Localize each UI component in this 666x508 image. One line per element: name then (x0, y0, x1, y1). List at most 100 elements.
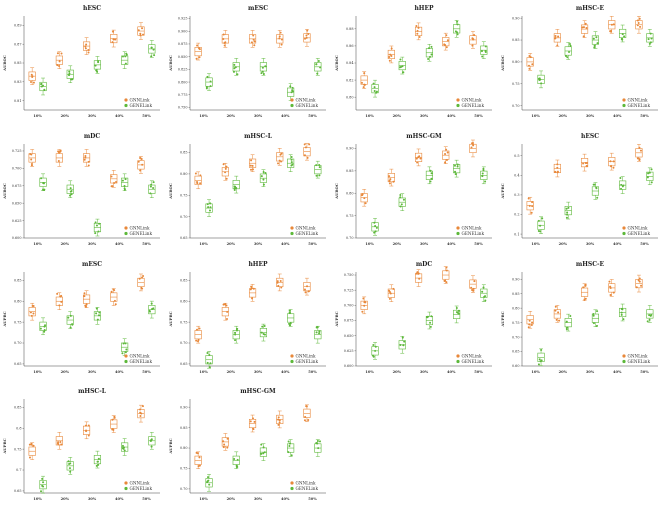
data-point (373, 90, 376, 93)
data-point (206, 361, 209, 364)
y-tick-label: 0.825 (178, 68, 188, 72)
data-point (149, 185, 152, 188)
chart-svg: mHSC-L AUROC 0.85 0.80 0.75 0.70 0.65 10% 20% 30%… (168, 133, 326, 246)
data-point (58, 304, 61, 307)
chart-panel: hESC AUROC 0.89 0.87 0.85 0.83 0.81 10% 20% 30% 40… (2, 2, 164, 122)
data-point (456, 20, 459, 23)
data-point (141, 276, 144, 279)
x-tick-label: 50% (142, 497, 151, 501)
y-tick-label: 0.85 (14, 279, 22, 283)
data-point (114, 303, 117, 306)
y-tick-label: 0.75 (180, 467, 188, 471)
data-point (430, 45, 433, 48)
data-point (454, 170, 457, 173)
data-point (83, 292, 86, 295)
y-tick-label: 0.70 (346, 236, 354, 240)
data-point (94, 221, 97, 224)
data-point (430, 172, 433, 175)
data-point (375, 226, 378, 229)
chart-svg: mHSC-GM AUPRC 0.90 0.85 0.80 0.75 0.70 10% 20% 30… (168, 388, 326, 501)
data-point (222, 303, 225, 306)
data-point (445, 281, 448, 284)
data-point (446, 151, 449, 154)
y-tick-label: 0.875 (178, 42, 188, 46)
data-point (428, 47, 431, 50)
y-tick-label: 0.4 (514, 174, 519, 178)
data-point (454, 30, 457, 33)
data-point (253, 40, 256, 43)
data-point (585, 27, 588, 30)
x-tick-label: 20% (61, 114, 70, 118)
data-point (209, 80, 212, 83)
data-point (139, 32, 142, 35)
chart-svg: mHSC-GM AUROC 0.90 0.85 0.80 0.75 0.70 10% 20% 30… (334, 133, 492, 246)
data-point (444, 152, 447, 155)
y-tick-label: 0.2 (514, 213, 519, 217)
data-point (84, 424, 87, 427)
data-point (235, 187, 238, 190)
data-point (388, 297, 391, 300)
data-point (262, 170, 265, 173)
y-tick-label: 0.80 (180, 299, 188, 303)
y-tick-label: 0.65 (14, 489, 22, 493)
data-point (124, 55, 127, 58)
data-point (650, 37, 653, 40)
data-point (592, 322, 595, 325)
x-tick-label: 20% (227, 497, 236, 501)
data-point (417, 26, 420, 29)
y-tick-label: 0.65 (180, 236, 188, 240)
data-point (278, 421, 281, 424)
chart-svg: hHEP AUPRC 0.85 0.80 0.75 0.70 0.65 10% 20% 30% 40… (168, 261, 326, 374)
chart-panel: mDC AUPRC 0.750 0.725 0.700 0.675 0.650 0.625 0.… (334, 258, 496, 378)
legend-marker (124, 486, 128, 491)
data-point (276, 281, 279, 284)
data-point (251, 417, 254, 420)
data-point (97, 61, 100, 64)
data-point (29, 81, 32, 84)
data-point (142, 33, 145, 36)
legend-marker (622, 98, 626, 102)
data-point (124, 342, 127, 345)
x-tick-label: 30% (254, 370, 263, 374)
data-point (222, 163, 225, 166)
data-point (111, 418, 114, 421)
x-tick-label: 10% (199, 114, 208, 118)
data-point (529, 56, 532, 59)
data-point (399, 66, 402, 69)
data-point (288, 322, 291, 325)
data-point (290, 161, 293, 164)
x-tick-label: 50% (474, 114, 483, 118)
chart-title: hESC (83, 5, 101, 12)
data-point (455, 306, 458, 309)
y-tick-label: 0.65 (180, 362, 188, 366)
data-point (647, 172, 650, 175)
data-point (110, 175, 113, 178)
x-tick-label: 50% (308, 370, 317, 374)
legend-label: GNNLink (296, 97, 316, 102)
data-point (236, 327, 239, 330)
data-point (620, 187, 623, 190)
legend-marker (456, 226, 460, 230)
data-point (372, 355, 375, 358)
data-point (401, 336, 404, 339)
x-tick-label: 40% (281, 370, 290, 374)
data-point (568, 42, 571, 45)
x-tick-label: 40% (281, 114, 290, 118)
data-point (290, 156, 293, 159)
chart-title: mDC (84, 133, 101, 140)
x-tick-label: 40% (447, 114, 456, 118)
chart-svg: mHSC-L AUPRC 0.85 0.8 0.75 0.7 0.65 10% 20% 30% 40… (2, 388, 160, 501)
data-point (567, 206, 570, 209)
data-point (112, 428, 115, 431)
y-axis-label: AUPRC (500, 311, 505, 327)
x-tick-label: 20% (393, 242, 402, 246)
data-point (123, 188, 126, 191)
x-tick-label: 50% (640, 370, 649, 374)
data-point (278, 37, 281, 40)
chart-panel: hHEP AUPRC 0.85 0.80 0.75 0.70 0.65 10% 20% 30% 40… (168, 258, 330, 378)
chart-svg: mDC AUPRC 0.750 0.725 0.700 0.675 0.650 0.625 0.… (334, 261, 492, 374)
data-point (609, 286, 612, 289)
data-point (113, 415, 116, 418)
data-point (276, 280, 279, 283)
x-tick-label: 20% (559, 242, 568, 246)
